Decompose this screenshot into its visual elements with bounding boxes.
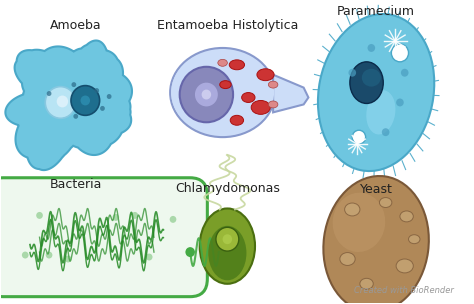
Circle shape: [45, 87, 76, 118]
Circle shape: [22, 252, 28, 258]
Ellipse shape: [380, 198, 392, 208]
Ellipse shape: [360, 278, 373, 289]
Ellipse shape: [230, 115, 244, 125]
Circle shape: [112, 214, 119, 221]
Circle shape: [65, 256, 72, 262]
Circle shape: [146, 254, 153, 261]
Ellipse shape: [229, 60, 245, 70]
Ellipse shape: [170, 48, 275, 137]
Ellipse shape: [362, 69, 381, 87]
Circle shape: [352, 130, 365, 144]
Circle shape: [100, 106, 105, 111]
Circle shape: [132, 212, 138, 219]
Circle shape: [71, 86, 100, 115]
Text: Entamoeba Histolytica: Entamoeba Histolytica: [157, 19, 298, 32]
Ellipse shape: [400, 211, 413, 222]
Ellipse shape: [396, 259, 413, 273]
Polygon shape: [273, 75, 309, 112]
Text: Yeast: Yeast: [360, 183, 392, 196]
Circle shape: [46, 252, 53, 258]
Ellipse shape: [345, 203, 360, 216]
Text: Amoeba: Amoeba: [50, 19, 101, 32]
Ellipse shape: [333, 193, 385, 252]
Circle shape: [170, 216, 176, 223]
Circle shape: [81, 95, 90, 105]
Circle shape: [94, 88, 99, 93]
Circle shape: [107, 94, 111, 99]
Text: Created with BioRender: Created with BioRender: [354, 286, 454, 295]
Ellipse shape: [340, 253, 355, 265]
Ellipse shape: [242, 92, 255, 102]
Circle shape: [72, 82, 76, 87]
Text: Bacteria: Bacteria: [50, 178, 102, 191]
Ellipse shape: [257, 69, 274, 81]
Circle shape: [36, 212, 43, 219]
Circle shape: [57, 95, 68, 107]
Circle shape: [382, 128, 390, 136]
Ellipse shape: [171, 50, 274, 135]
Circle shape: [348, 69, 356, 77]
Circle shape: [401, 69, 409, 77]
Polygon shape: [5, 40, 132, 170]
Ellipse shape: [251, 101, 270, 114]
Circle shape: [201, 90, 211, 99]
Text: Paramecium: Paramecium: [337, 5, 415, 18]
Circle shape: [185, 247, 195, 257]
Ellipse shape: [268, 81, 278, 88]
Circle shape: [73, 114, 78, 119]
Text: Chlamydomonas: Chlamydomonas: [175, 182, 280, 195]
Circle shape: [195, 83, 218, 106]
Circle shape: [46, 91, 52, 96]
Ellipse shape: [318, 14, 434, 171]
Circle shape: [216, 227, 239, 251]
Ellipse shape: [366, 90, 395, 134]
Circle shape: [223, 234, 232, 244]
Ellipse shape: [409, 235, 420, 244]
Circle shape: [396, 98, 404, 106]
Ellipse shape: [350, 62, 383, 103]
Ellipse shape: [208, 226, 246, 280]
Ellipse shape: [220, 81, 231, 88]
Ellipse shape: [323, 176, 429, 304]
FancyBboxPatch shape: [0, 178, 207, 297]
Circle shape: [392, 44, 409, 62]
Circle shape: [180, 67, 233, 122]
Ellipse shape: [218, 59, 228, 66]
Ellipse shape: [200, 209, 255, 284]
Ellipse shape: [268, 101, 278, 108]
Circle shape: [367, 44, 375, 52]
